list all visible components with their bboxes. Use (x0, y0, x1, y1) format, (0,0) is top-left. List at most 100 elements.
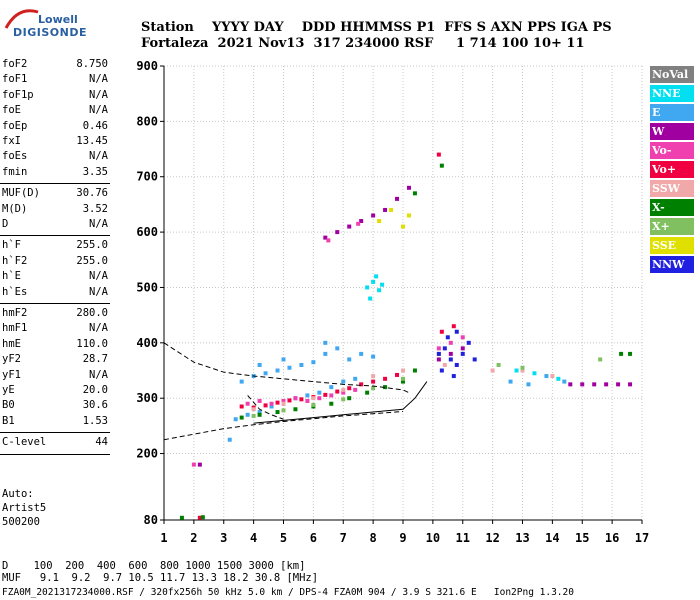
y-tick-label: 900 (136, 59, 158, 73)
data-point (251, 407, 256, 412)
param-value: N/A (89, 104, 108, 117)
param-value: 255.0 (76, 254, 108, 267)
data-point (371, 279, 376, 284)
series-x (179, 163, 633, 520)
data-point (353, 376, 358, 381)
data-point (380, 282, 385, 287)
x-tick-label: 17 (635, 531, 649, 545)
param-name: M(D) (2, 202, 28, 215)
data-point (371, 354, 376, 359)
data-point (323, 340, 328, 345)
auto-label: Auto: (2, 488, 34, 500)
param-value: N/A (89, 88, 108, 101)
x-tick-label: 5 (280, 531, 287, 545)
data-point (451, 324, 456, 329)
data-point (317, 396, 322, 401)
legend-item-w: W (650, 123, 694, 140)
x-tick-label: 4 (250, 531, 257, 545)
data-point (383, 385, 388, 390)
param-separator (0, 432, 110, 434)
x-tick-label: 14 (545, 531, 559, 545)
y-tick-label: 600 (136, 225, 158, 239)
data-point (281, 357, 286, 362)
data-point (341, 390, 346, 395)
data-point (508, 379, 513, 384)
param-separator (0, 183, 110, 185)
data-point (356, 221, 361, 226)
x-tick-label: 15 (575, 531, 589, 545)
data-point (371, 213, 376, 218)
legend-item-x: X+ (650, 218, 694, 235)
x-tick-label: 1 (160, 531, 167, 545)
data-point (281, 398, 286, 403)
data-point (197, 462, 202, 467)
data-point (460, 346, 465, 351)
ionogram-chart: 1 2 3 4 5 6 7 8 9 10 11 12 13 14 15 16 17802003004005006… (136, 59, 649, 545)
data-point (245, 412, 250, 417)
param-name: h`F (2, 239, 21, 252)
data-point (311, 396, 316, 401)
header-row-labels: Station YYYY DAY DDD HHMMSS P1 FFS S AXN… (141, 20, 612, 35)
data-point (371, 374, 376, 379)
data-point (341, 379, 346, 384)
param-name: hmF1 (2, 322, 28, 335)
param-value: 44 (95, 436, 108, 449)
data-point (389, 207, 394, 212)
param-value: 3.52 (82, 202, 108, 215)
data-point (448, 340, 453, 345)
data-point (460, 335, 465, 340)
legend-item-vo: Vo- (650, 142, 694, 159)
x-tick-label: 6 (310, 531, 317, 545)
data-point (239, 404, 244, 409)
data-point (365, 285, 370, 290)
data-point (269, 404, 274, 409)
data-point (628, 351, 633, 356)
legend-item-ssw: SSW (650, 180, 694, 197)
data-point (526, 382, 531, 387)
data-point (263, 371, 268, 376)
data-point (281, 408, 286, 413)
legend-item-noval: NoVal (650, 66, 694, 83)
data-point (335, 346, 340, 351)
data-point (401, 368, 405, 373)
data-point (395, 372, 400, 377)
data-point (299, 362, 304, 367)
y-tick-label: 500 (136, 280, 158, 294)
param-name: fmin (2, 165, 28, 178)
y-tick-label: 700 (136, 170, 158, 184)
data-point (275, 368, 280, 373)
param-value: 28.7 (82, 353, 108, 366)
data-point (454, 329, 459, 334)
param-value: N/A (89, 285, 108, 298)
data-point (580, 382, 585, 387)
data-point (323, 235, 328, 240)
data-point (445, 335, 450, 340)
series-ssw (251, 362, 555, 412)
y-tick-label: 300 (136, 391, 158, 405)
header-row-values: Fortaleza 2021 Nov13 317 234000 RSF 1 71… (141, 36, 585, 51)
legend-item-vo: Vo+ (650, 161, 694, 178)
data-point (323, 351, 328, 356)
data-point (275, 410, 280, 415)
data-point (359, 351, 364, 356)
data-point (544, 374, 549, 379)
param-name: MUF(D) (2, 187, 40, 200)
x-tick-label: 9 (399, 531, 406, 545)
autoscaling-code: 500200 (2, 516, 40, 528)
logo-text-lowell: Lowell (38, 13, 78, 26)
data-point (556, 376, 561, 381)
data-point (436, 346, 441, 351)
data-point (460, 351, 465, 356)
series-e (227, 340, 567, 442)
data-point (436, 351, 441, 356)
data-point (439, 329, 444, 334)
param-name: foEp (2, 119, 28, 132)
footer-muf-row: MUF 9.1 9.2 9.7 10.5 11.7 13.3 18.2 30.8… (2, 572, 319, 584)
data-point (329, 401, 334, 406)
data-point (619, 351, 624, 356)
param-value: 3.35 (82, 165, 108, 178)
x-tick-label: 11 (456, 531, 470, 545)
data-point (257, 362, 262, 367)
data-point (200, 515, 205, 520)
y-tick-label: 800 (136, 114, 158, 128)
